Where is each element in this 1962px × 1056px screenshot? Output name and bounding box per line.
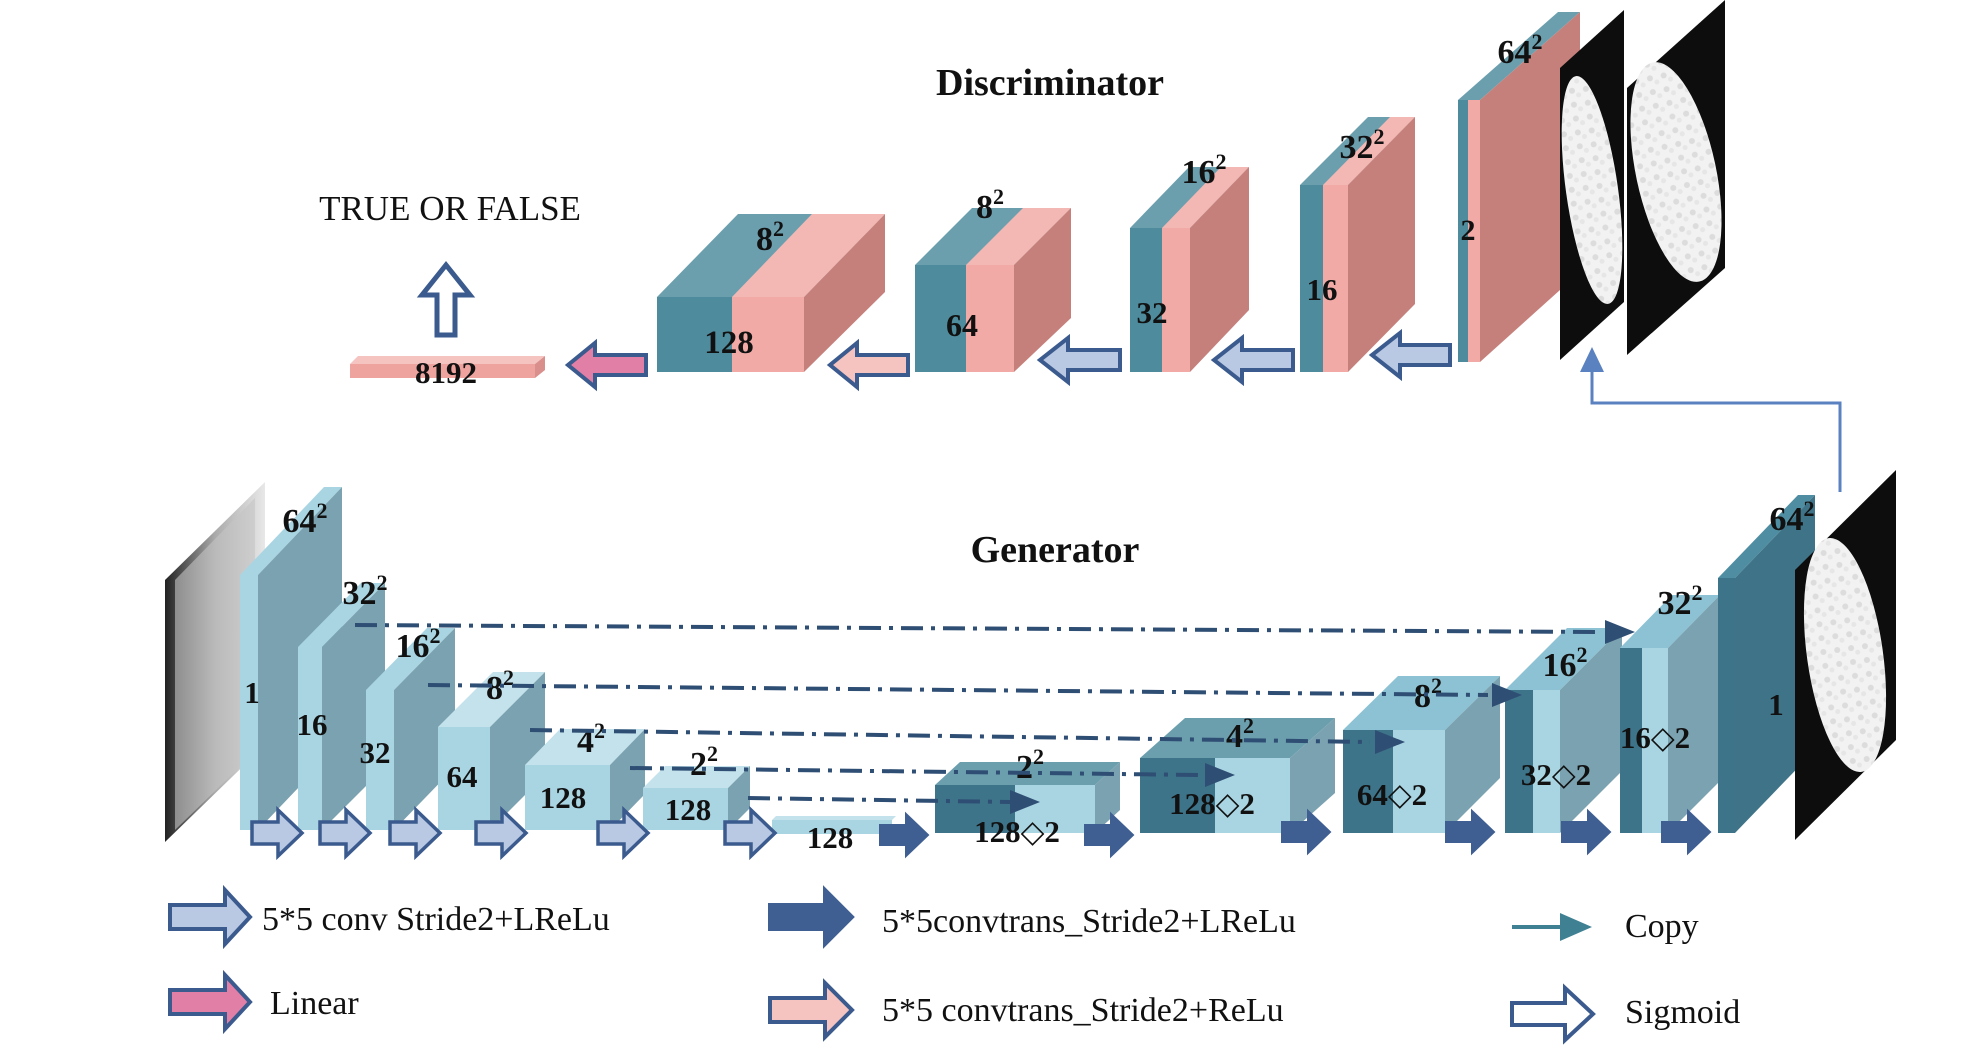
disc-block-32 <box>1130 167 1249 372</box>
legend: 5*5 conv Stride2+LReLu Linear 5*5convtra… <box>168 884 1740 1045</box>
gen-dec-block-5 <box>1620 595 1720 833</box>
gen-enc-block-4-channels: 64 <box>447 759 478 794</box>
gen-dec-block-4-size: 162 <box>1543 642 1588 684</box>
gen-enc-block-3-size: 162 <box>396 623 441 665</box>
gen-to-disc-connector <box>1580 347 1842 492</box>
gen-enc-block-6-channels: 128 <box>665 792 712 827</box>
disc-input-image-2 <box>1627 0 1725 355</box>
gen-dec-block-5-size: 322 <box>1658 580 1703 622</box>
gen-dec-block-3 <box>1343 676 1500 833</box>
gen-bottleneck-label: 128 <box>807 820 854 855</box>
relu-arrow <box>826 338 910 392</box>
conv-arrow-g4 <box>474 805 529 861</box>
gen-dec-block-4 <box>1505 628 1622 833</box>
gen-convtrans-arrows <box>879 808 1712 859</box>
gen-dec-block-1-channels: 128◇2 <box>974 814 1060 849</box>
conv-arrow-d3 <box>1368 328 1452 382</box>
gen-dec-block-2 <box>1140 718 1335 833</box>
disc-block-64 <box>915 208 1071 372</box>
sigmoid-output-arrow <box>416 260 476 338</box>
legend-copy-arrowhead <box>1560 913 1592 941</box>
legend-copy-label: Copy <box>1625 908 1699 945</box>
conv-arrow-d2 <box>1210 333 1295 387</box>
conv-arrow-g3 <box>388 805 443 861</box>
legend-convtrans-lrelu-icon <box>768 885 855 949</box>
gen-dec-block-5-channels: 16◇2 <box>1620 720 1690 755</box>
conv-arrow-g6 <box>723 805 778 861</box>
legend-sigmoid-icon <box>1510 983 1596 1045</box>
legend-convtrans-relu-label: 5*5 convtrans_Stride2+ReLu <box>882 992 1284 1029</box>
legend-linear-label: Linear <box>270 985 359 1022</box>
generator-title: Generator <box>971 529 1140 571</box>
disc-input-image-1 <box>1560 10 1624 360</box>
disc-block-64-size: 82 <box>976 184 1004 226</box>
disc-block-16-channels: 16 <box>1307 272 1338 307</box>
legend-convtrans-relu-icon <box>768 978 855 1042</box>
gen-output-image <box>1795 470 1896 840</box>
convtrans-arrow-g5 <box>1561 808 1612 856</box>
gen-enc-block-1-channels: 1 <box>244 675 260 710</box>
gen-dec-block-4-channels: 32◇2 <box>1521 757 1591 792</box>
gen-dec-block-2-size: 42 <box>1226 713 1254 755</box>
gen-dec-block-6-size: 642 <box>1770 496 1815 538</box>
legend-conv-label: 5*5 conv Stride2+LReLu <box>262 901 610 938</box>
gen-dec-block-2-channels: 128◇2 <box>1169 786 1255 821</box>
legend-sigmoid-label: Sigmoid <box>1625 994 1740 1031</box>
gen-enc-block-3-channels: 32 <box>360 735 391 770</box>
conv-arrow-g2 <box>318 805 373 861</box>
convtrans-arrow-g3 <box>1281 808 1332 856</box>
disc-block-16-size: 322 <box>1340 124 1385 166</box>
disc-block-2 <box>1458 12 1580 362</box>
disc-block-64-channels: 64 <box>946 307 978 343</box>
disc-flat-label: 8192 <box>415 355 477 390</box>
convtrans-arrow-g6 <box>1661 808 1712 856</box>
disc-block-128 <box>657 214 885 372</box>
disc-block-128-size: 82 <box>756 216 784 258</box>
convtrans-arrow-g2 <box>1084 811 1135 859</box>
gen-enc-block-5 <box>525 729 645 830</box>
gen-enc-block-6-size: 22 <box>690 741 718 783</box>
gen-bottleneck <box>772 816 896 834</box>
legend-convtrans-lrelu-label: 5*5convtrans_Stride2+LReLu <box>882 903 1296 940</box>
linear-arrow <box>564 338 648 392</box>
gen-enc-block-2-size: 322 <box>343 570 388 612</box>
conv-arrow-d1 <box>1036 333 1122 387</box>
gen-enc-block-2-channels: 16 <box>297 707 328 742</box>
gen-dec-block-1-size: 22 <box>1016 744 1044 786</box>
conv-arrow-g5 <box>596 805 651 861</box>
gen-conv-arrows <box>250 805 778 861</box>
output-label: TRUE OR FALSE <box>319 189 581 228</box>
skip-connections <box>354 623 1601 804</box>
legend-linear-icon <box>168 969 253 1035</box>
legend-conv-icon <box>168 884 253 950</box>
gen-enc-block-1-size: 642 <box>283 498 328 540</box>
gen-dec-block-3-channels: 64◇2 <box>1357 777 1427 812</box>
gen-enc-block-5-channels: 128 <box>540 780 587 815</box>
gen-dec-block-3-size: 82 <box>1414 673 1442 715</box>
skip-arrowheads <box>1010 620 1635 814</box>
disc-block-128-channels: 128 <box>704 325 754 361</box>
gen-dec-block-6-channels: 1 <box>1768 687 1784 722</box>
disc-block-32-channels: 32 <box>1137 295 1168 330</box>
convtrans-arrow-g4 <box>1445 808 1496 856</box>
disc-flat-layer <box>350 356 545 378</box>
discriminator-title: Discriminator <box>936 62 1164 104</box>
convtrans-arrow-g1 <box>879 811 930 859</box>
gen-enc-block-4-size: 82 <box>486 665 514 707</box>
conv-arrow-g1 <box>250 805 305 861</box>
gen-enc-block-6 <box>643 766 750 830</box>
disc-block-32-size: 162 <box>1182 149 1227 191</box>
disc-block-2-channels: 2 <box>1461 214 1476 247</box>
disc-block-16 <box>1300 117 1415 372</box>
disc-block-2-size: 642 <box>1498 29 1543 71</box>
